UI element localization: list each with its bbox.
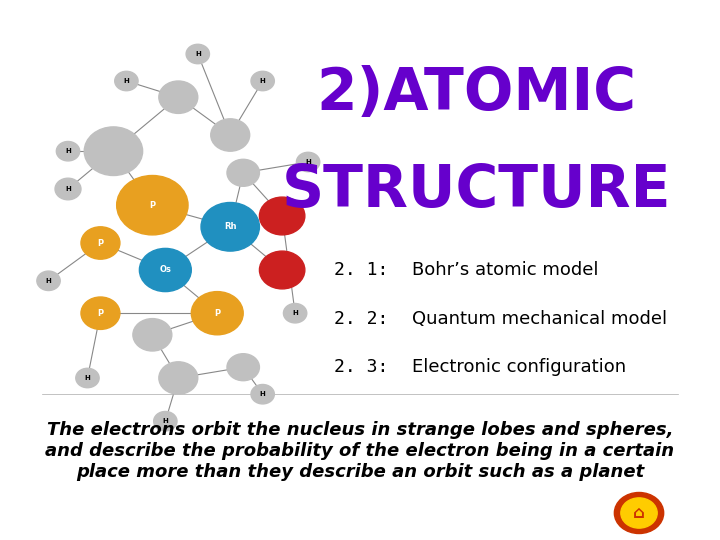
Circle shape bbox=[133, 319, 172, 351]
Circle shape bbox=[284, 303, 307, 323]
Circle shape bbox=[297, 152, 320, 172]
Circle shape bbox=[201, 202, 259, 251]
Text: H: H bbox=[163, 418, 168, 424]
Text: H: H bbox=[195, 51, 201, 57]
Text: Rh: Rh bbox=[224, 222, 236, 231]
Circle shape bbox=[621, 498, 657, 528]
Circle shape bbox=[76, 368, 99, 388]
Text: H: H bbox=[84, 375, 90, 381]
Circle shape bbox=[159, 81, 198, 113]
Text: H: H bbox=[292, 310, 298, 316]
Text: H: H bbox=[305, 159, 311, 165]
Circle shape bbox=[251, 384, 274, 404]
Circle shape bbox=[251, 71, 274, 91]
Circle shape bbox=[159, 362, 198, 394]
Circle shape bbox=[56, 141, 80, 161]
Text: H: H bbox=[65, 186, 71, 192]
Circle shape bbox=[192, 292, 243, 335]
Text: P: P bbox=[97, 309, 104, 318]
Circle shape bbox=[227, 159, 259, 186]
Text: H: H bbox=[45, 278, 51, 284]
Circle shape bbox=[37, 271, 60, 291]
Text: Os: Os bbox=[159, 266, 171, 274]
Text: 2. 2:: 2. 2: bbox=[334, 309, 388, 328]
Circle shape bbox=[140, 248, 192, 292]
Text: 2. 3:: 2. 3: bbox=[334, 358, 388, 376]
Text: P: P bbox=[214, 309, 220, 318]
Text: P: P bbox=[149, 201, 156, 210]
Circle shape bbox=[81, 227, 120, 259]
Circle shape bbox=[117, 176, 188, 235]
Text: H: H bbox=[124, 78, 130, 84]
Text: H: H bbox=[260, 78, 266, 84]
Circle shape bbox=[153, 411, 177, 431]
Text: P: P bbox=[97, 239, 104, 247]
Text: Quantum mechanical model: Quantum mechanical model bbox=[412, 309, 667, 328]
Text: The electrons orbit the nucleus in strange lobes and spheres,
and describe the p: The electrons orbit the nucleus in stran… bbox=[45, 421, 675, 481]
Circle shape bbox=[55, 178, 81, 200]
Circle shape bbox=[211, 119, 250, 151]
Text: Bohr’s atomic model: Bohr’s atomic model bbox=[412, 261, 598, 279]
Text: Electronic configuration: Electronic configuration bbox=[412, 358, 626, 376]
Text: 2. 1:: 2. 1: bbox=[334, 261, 388, 279]
Circle shape bbox=[114, 71, 138, 91]
Circle shape bbox=[81, 297, 120, 329]
Text: H: H bbox=[65, 148, 71, 154]
Text: H: H bbox=[260, 391, 266, 397]
Text: ⌂: ⌂ bbox=[633, 504, 645, 522]
Text: STRUCTURE: STRUCTURE bbox=[282, 162, 672, 219]
Circle shape bbox=[259, 251, 305, 289]
Circle shape bbox=[614, 492, 664, 534]
Circle shape bbox=[227, 354, 259, 381]
Circle shape bbox=[84, 127, 143, 176]
Circle shape bbox=[259, 197, 305, 235]
Circle shape bbox=[186, 44, 210, 64]
Text: 2)ATOMIC: 2)ATOMIC bbox=[317, 65, 636, 122]
